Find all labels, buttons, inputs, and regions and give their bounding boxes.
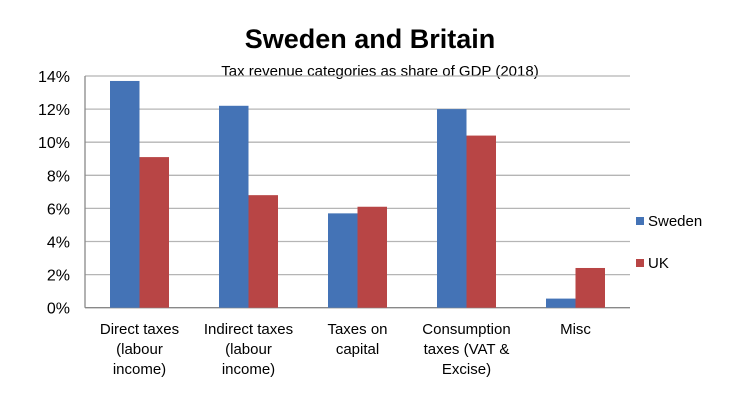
bar-sweden — [110, 80, 140, 308]
chart-subtitle: Tax revenue categories as share of GDP (… — [221, 63, 538, 80]
y-tick-label: 4% — [47, 235, 70, 252]
chart-title: Sweden and Britain — [245, 24, 496, 54]
bar-sweden — [328, 213, 358, 308]
x-tick-label: taxes (VAT & — [424, 341, 510, 358]
x-tick-label: Excise) — [442, 361, 491, 378]
legend-label: UK — [648, 255, 669, 272]
x-tick-label: income) — [113, 361, 166, 378]
x-tick-label: Direct taxes — [100, 321, 179, 338]
y-tick-label: 2% — [47, 268, 70, 285]
x-tick-label: capital — [336, 341, 379, 358]
bar-uk — [575, 267, 605, 308]
x-tick-label: (labour — [116, 341, 163, 358]
bar-sweden — [437, 109, 467, 308]
y-tick-label: 10% — [38, 135, 70, 152]
x-tick-label: income) — [222, 361, 275, 378]
y-tick-label: 8% — [47, 168, 70, 185]
y-tick-label: 0% — [47, 301, 70, 318]
bar-uk — [139, 157, 169, 308]
y-tick-label: 6% — [47, 201, 70, 218]
bar-sweden — [219, 105, 249, 308]
y-tick-label: 14% — [38, 69, 70, 86]
x-tick-label: Consumption — [422, 321, 510, 338]
x-tick-label: (labour — [225, 341, 272, 358]
x-tick-label: Indirect taxes — [204, 321, 293, 338]
x-tick-label: Taxes on — [327, 321, 387, 338]
legend-swatch — [636, 217, 644, 225]
legend-label: Sweden — [648, 213, 702, 230]
x-tick-label: Misc — [560, 321, 591, 338]
bar-uk — [357, 206, 387, 308]
legend-swatch — [636, 259, 644, 267]
y-tick-label: 12% — [38, 102, 70, 119]
bar-sweden — [546, 298, 576, 308]
bar-uk — [248, 195, 278, 308]
bar-uk — [466, 135, 496, 308]
